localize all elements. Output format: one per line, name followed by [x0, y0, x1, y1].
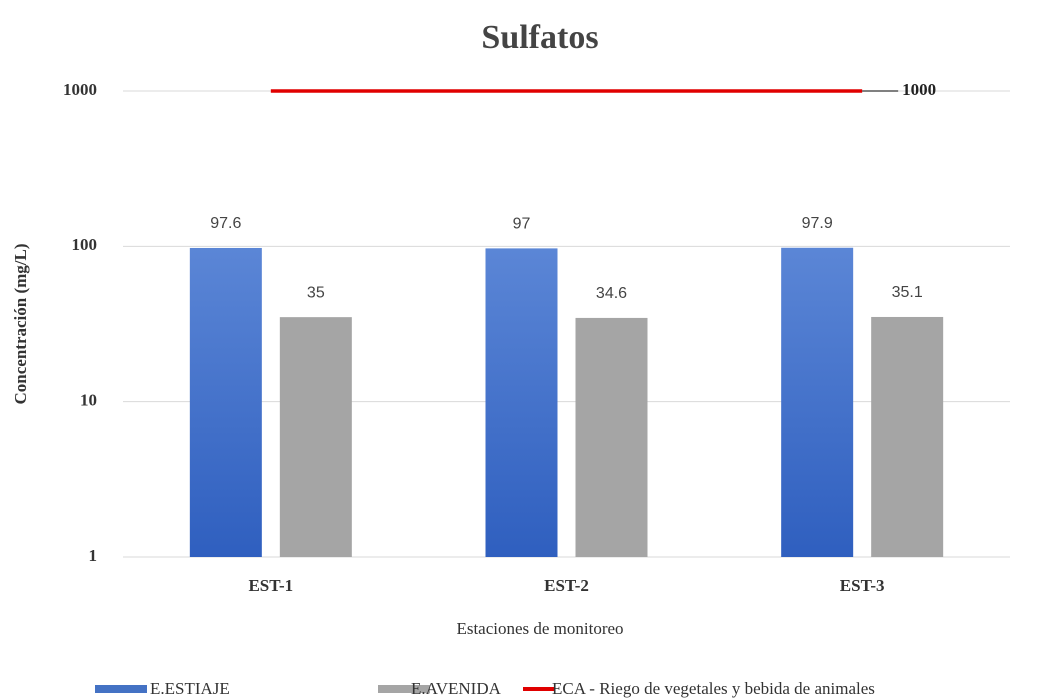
x-tick-label: EST-3 [840, 576, 885, 595]
data-label: 97.6 [210, 215, 241, 232]
legend-swatch [523, 687, 555, 691]
x-tick-label: EST-2 [544, 576, 589, 595]
chart-title: Sulfatos [481, 19, 598, 56]
legend-label: ECA - Riego de vegetales y bebida de ani… [552, 679, 875, 698]
data-label: 35.1 [892, 284, 923, 301]
x-axis-title: Estaciones de monitoreo [456, 619, 623, 638]
data-label: 97 [513, 216, 531, 233]
bar [871, 316, 944, 557]
bar [485, 248, 558, 557]
bar [575, 317, 648, 557]
y-tick-label: 1 [89, 546, 98, 565]
data-label: 35 [307, 284, 325, 301]
line-label: 1000 [902, 80, 936, 99]
x-tick-label: EST-1 [248, 576, 293, 595]
legend-label: E.ESTIAJE [150, 679, 230, 698]
legend-swatch [378, 685, 430, 693]
y-tick-label: 100 [72, 235, 98, 254]
bar [279, 317, 352, 557]
data-label: 97.9 [802, 215, 833, 232]
bar [781, 247, 854, 558]
legend-label: E.AVENIDA [411, 679, 502, 698]
y-axis-title: Concentración (mg/L) [11, 243, 30, 404]
legend-swatch [95, 685, 147, 693]
y-tick-label: 10 [80, 391, 97, 410]
data-label: 34.6 [596, 285, 627, 302]
bar [189, 247, 262, 558]
y-tick-label: 1000 [63, 80, 97, 99]
